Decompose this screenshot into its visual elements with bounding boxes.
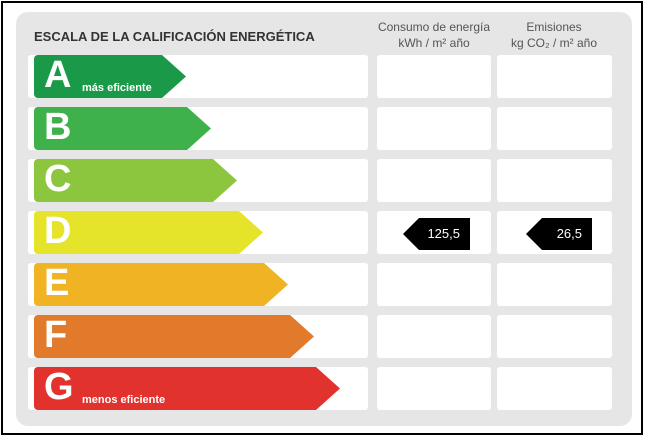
consumo-cell bbox=[377, 55, 491, 98]
rating-arrow-d: D bbox=[34, 211, 263, 254]
column-header-unit: kWh / m² año bbox=[398, 36, 470, 50]
column-header-consumo: Consumo de energía kWh / m² año bbox=[374, 19, 494, 51]
column-header-emisiones: Emisiones kg CO₂ / m² año bbox=[494, 19, 614, 51]
label-frame bbox=[1, 1, 643, 435]
emisiones-cell bbox=[497, 55, 612, 98]
rating-arrow-e: E bbox=[34, 263, 288, 306]
rating-letter: D bbox=[44, 210, 72, 252]
consumo-cell bbox=[377, 107, 491, 150]
consumo-cell bbox=[377, 159, 491, 202]
column-header-line: Consumo de energía bbox=[377, 20, 491, 34]
rating-arrow-b: B bbox=[34, 107, 211, 150]
emisiones-value-tag: 26,5 bbox=[526, 218, 592, 250]
consumo-cell bbox=[377, 315, 491, 358]
consumo-value-tag: 125,5 bbox=[403, 218, 470, 250]
rating-letter: F bbox=[44, 314, 68, 356]
rating-subtitle: más eficiente bbox=[82, 82, 152, 94]
column-header-line: Emisiones bbox=[526, 20, 582, 34]
rating-arrow-f: F bbox=[34, 315, 314, 358]
emisiones-cell bbox=[497, 263, 612, 306]
emisiones-cell bbox=[497, 367, 612, 410]
consumo-cell bbox=[377, 263, 491, 306]
rating-subtitle: menos eficiente bbox=[82, 394, 166, 406]
label-title: ESCALA DE LA CALIFICACIÓN ENERGÉTICA bbox=[34, 29, 315, 44]
emisiones-cell bbox=[497, 107, 612, 150]
consumo-cell bbox=[377, 367, 491, 410]
rating-letter: A bbox=[44, 54, 72, 96]
rating-letter: G bbox=[44, 366, 74, 408]
rating-letter: E bbox=[44, 262, 70, 304]
rating-letter: B bbox=[44, 106, 72, 148]
rating-letter: C bbox=[44, 158, 72, 200]
emisiones-cell bbox=[497, 315, 612, 358]
emisiones-cell bbox=[497, 159, 612, 202]
rating-arrow-c: C bbox=[34, 159, 237, 202]
column-header-unit: kg CO₂ / m² año bbox=[510, 36, 597, 50]
